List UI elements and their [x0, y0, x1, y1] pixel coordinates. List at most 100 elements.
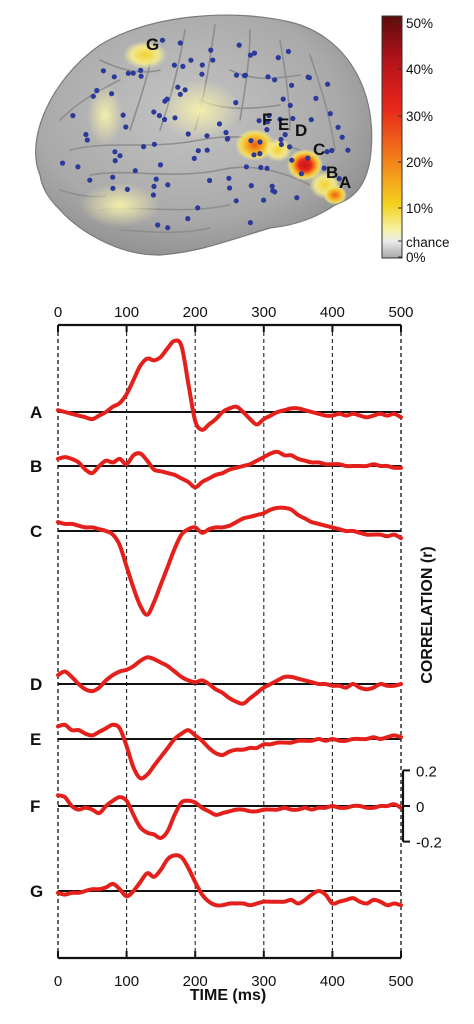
colorbar-label-20: 20% [406, 155, 433, 170]
x-tick-label-top: 100 [114, 304, 139, 321]
electrode-dot [285, 48, 291, 55]
electrode-dot [191, 155, 197, 161]
x-tick-label-bottom: 400 [320, 973, 345, 990]
x-tick-label-top: 400 [320, 304, 345, 321]
colorbar-label-10: 10% [406, 201, 433, 216]
x-tick-label-bottom: 500 [388, 973, 413, 990]
scale-bar-label: -0.2 [416, 835, 442, 852]
electrode-dot [208, 47, 214, 53]
electrode-dot [247, 52, 253, 58]
x-axis-title: TIME (ms) [190, 987, 266, 1004]
electrode-dot [172, 115, 178, 121]
electrode-dot [199, 71, 205, 77]
electrode-dot [210, 57, 216, 63]
electrode-dot [207, 177, 213, 184]
colorbar-ticks [398, 22, 402, 258]
electrode-dot [226, 175, 232, 181]
x-tick-label-top: 300 [251, 304, 276, 321]
x-tick-label-bottom: 200 [183, 973, 208, 990]
electrode-dot [138, 67, 144, 73]
scale-bar-label: 0.2 [416, 763, 437, 780]
electrode-dot [141, 144, 147, 150]
bottom-x-tick-labels: 0 100 200 300 400 500 [54, 973, 414, 990]
activation-region [264, 138, 292, 162]
electrode-dot [242, 72, 248, 78]
electrode-dot [87, 177, 93, 183]
brain-panel: G F E D C B A 50% 40% 30% 20% 10% chance… [35, 14, 450, 265]
electrode-dot [233, 100, 239, 106]
electrode-dot [90, 93, 96, 99]
electrode-dot [171, 62, 177, 68]
electrode-dot [180, 63, 186, 69]
electrode-dot [294, 195, 300, 201]
x-tick-label-top: 0 [54, 304, 62, 321]
x-tick-label-top: 200 [183, 304, 208, 321]
electrode-dot [94, 87, 100, 94]
electrode-dot [278, 136, 284, 143]
x-tick-label-bottom: 0 [54, 973, 62, 990]
electrode-dot [157, 162, 164, 168]
electrode-labels: G F E D C B A [146, 35, 351, 192]
electrode-dot [289, 157, 295, 163]
electrode-dot [325, 81, 331, 87]
electrode-dot [223, 129, 229, 136]
electrode-dot [251, 152, 257, 158]
electrode-dot [124, 186, 130, 192]
activation-region [80, 183, 160, 227]
x-tick-label-top: 500 [388, 304, 413, 321]
electrode-dot [195, 205, 201, 211]
electrode-dot [327, 111, 333, 117]
colorbar-label-0: 0% [406, 250, 426, 265]
electrode-dot [233, 72, 240, 78]
electrode-dot [257, 151, 263, 157]
electrode-dot [151, 183, 157, 189]
electrode-dot [289, 82, 295, 88]
electrode-dot [321, 165, 327, 171]
electrode-label-c: C [313, 140, 325, 159]
trace-c [56, 505, 403, 617]
electrode-dot [305, 74, 311, 80]
electrode-dot [275, 55, 281, 61]
electrode-dot [287, 102, 293, 108]
electrode-dot [264, 165, 270, 171]
electrode-dot [153, 176, 159, 182]
trace-label-c: C [30, 522, 42, 541]
electrode-dot [138, 73, 144, 79]
electrode-label-f: F [262, 110, 272, 129]
electrode-dot [162, 98, 168, 104]
top-x-tick-labels: 0 100 200 300 400 500 [54, 304, 414, 321]
electrode-dot [345, 147, 351, 153]
electrode-dot [177, 91, 183, 97]
electrode-dot [248, 138, 254, 144]
electrode-dot [339, 134, 345, 140]
electrode-dot [175, 84, 181, 90]
activation-region [287, 149, 323, 181]
electrode-dot [282, 132, 288, 138]
electrode-dot [298, 171, 304, 177]
electrode-dot [265, 74, 271, 80]
electrode-dot [109, 91, 115, 97]
electrode-dot [159, 37, 166, 43]
electrode-dot [112, 158, 118, 164]
electrode-dot [258, 164, 264, 171]
electrode-dot [185, 216, 191, 222]
electrode-dot [272, 77, 278, 83]
colorbar-label-30: 30% [406, 109, 433, 124]
electrode-dot [256, 118, 262, 124]
electrode-label-e: E [278, 115, 289, 134]
electrode-dot [70, 113, 76, 119]
electrode-dot [155, 222, 161, 228]
scale-bar-label: 0 [416, 799, 424, 816]
electrode-dot [177, 40, 183, 46]
electrode-label-a: A [339, 173, 351, 192]
electrode-dot [269, 183, 275, 189]
electrode-dot [132, 168, 138, 174]
activation-region [323, 185, 347, 205]
trace-label-d: D [30, 675, 42, 694]
x-tick-label-bottom: 100 [114, 973, 139, 990]
electrode-dot [204, 147, 210, 153]
correlation-scale-bar: 0.2 0 -0.2 [401, 763, 442, 852]
trace-a [56, 338, 403, 432]
electrode-dot [150, 192, 156, 198]
colorbar-label-chance: chance [406, 235, 450, 250]
